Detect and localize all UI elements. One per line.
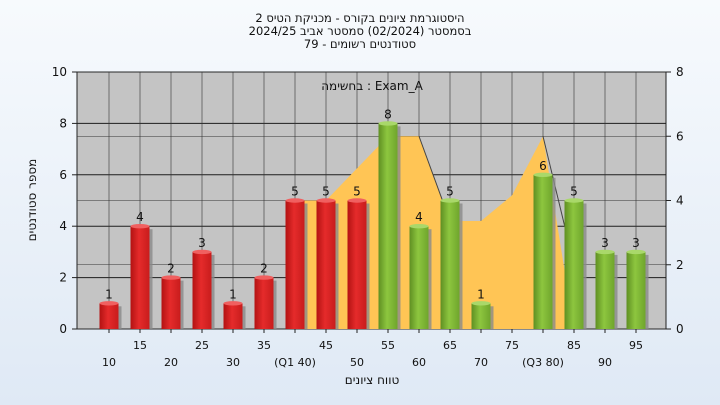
bar-85 <box>564 200 584 329</box>
y2-tick-6: 6 <box>676 129 684 143</box>
bar-65 <box>440 200 460 329</box>
bar-label-35: 2 <box>260 262 268 276</box>
bar-label-95: 3 <box>632 236 640 250</box>
x-tick-40: (Q1 40) <box>274 356 316 369</box>
y-tick-6: 6 <box>59 168 67 182</box>
bar-60 <box>409 226 429 329</box>
y2-tick-8: 8 <box>676 65 684 79</box>
bar-label-65: 5 <box>446 185 454 199</box>
bar-cap-60 <box>409 224 429 229</box>
bar-95 <box>626 251 646 329</box>
bar-cap-65 <box>440 198 460 203</box>
chart-annotation: בחשימה : Exam_A <box>321 79 423 93</box>
bar-label-25: 3 <box>198 236 206 250</box>
bar-cap-35 <box>254 275 274 280</box>
x-tick-75: 75 <box>505 339 519 352</box>
bar-label-40: 5 <box>291 185 299 199</box>
x-tick-35: 35 <box>257 339 271 352</box>
bar-20 <box>161 277 181 329</box>
bar-80 <box>533 174 553 329</box>
bar-label-60: 4 <box>415 210 423 224</box>
bar-cap-85 <box>564 198 584 203</box>
bar-label-20: 2 <box>167 262 175 276</box>
bar-cap-15 <box>130 224 150 229</box>
bar-30 <box>223 303 243 329</box>
y2-tick-2: 2 <box>676 258 684 272</box>
bar-35 <box>254 277 274 329</box>
bar-label-80: 6 <box>539 159 547 173</box>
y-tick-10: 10 <box>52 65 67 79</box>
x-axis-label: טווח ציונים <box>345 373 400 387</box>
bar-cap-30 <box>223 301 243 306</box>
y2-axis-ticks: 0 2 4 6 8 <box>666 65 684 336</box>
bar-label-30: 1 <box>229 287 237 301</box>
bar-labels-layer: 1 4 2 3 1 2 5 5 5 8 4 5 1 6 5 3 3 <box>105 107 640 301</box>
chart-title-line-1: היסטוגרמת ציונים בקורס - מכניקת הטיס 2 <box>255 11 465 25</box>
bar-90 <box>595 251 615 329</box>
bar-cap-50 <box>347 198 367 203</box>
y-tick-8: 8 <box>59 116 67 130</box>
bar-10 <box>99 303 119 329</box>
bar-25 <box>192 251 212 329</box>
bar-label-10: 1 <box>105 287 113 301</box>
bar-cap-95 <box>626 249 646 255</box>
bar-cap-40 <box>285 198 305 203</box>
chart-title-line-2: בסמסטר (02/2024) סמסטר אביב 2024/25 <box>248 24 472 38</box>
x-tick-10: 10 <box>102 356 116 369</box>
bar-label-70: 1 <box>477 287 485 301</box>
x-tick-20: 20 <box>164 356 178 369</box>
y-tick-4: 4 <box>59 219 67 233</box>
bar-15 <box>130 226 150 329</box>
bar-45 <box>316 200 336 329</box>
x-tick-80: (Q3 80) <box>522 356 564 369</box>
bar-70 <box>471 303 491 329</box>
bar-cap-20 <box>161 275 181 280</box>
bar-label-85: 5 <box>570 185 578 199</box>
y-axis-ticks: 0 2 4 6 8 10 <box>52 65 77 336</box>
chart-title-line-3: סטודנטים רשומים - 79 <box>303 37 417 51</box>
bar-cap-55 <box>378 121 398 126</box>
bar-label-15: 4 <box>136 210 144 224</box>
x-axis-ticks: 10 15 20 25 30 35(Q1 40)45 50 55 60 65 70 75(Q3 80)… <box>102 329 643 369</box>
x-tick-30: 30 <box>226 356 240 369</box>
x-tick-60: 60 <box>412 356 426 369</box>
bar-40 <box>285 200 305 329</box>
x-tick-45: 45 <box>319 339 333 352</box>
x-tick-25: 25 <box>195 339 209 352</box>
x-tick-15: 15 <box>133 339 147 352</box>
bar-label-90: 3 <box>601 236 609 250</box>
y-tick-2: 2 <box>59 271 67 285</box>
bar-cap-10 <box>99 301 119 306</box>
y-tick-0: 0 <box>59 322 67 336</box>
bar-label-45: 5 <box>322 185 330 199</box>
y2-tick-4: 4 <box>676 194 684 208</box>
bar-label-50: 5 <box>353 185 361 199</box>
x-tick-65: 65 <box>443 339 457 352</box>
x-tick-95: 95 <box>629 339 643 352</box>
bar-cap-80 <box>533 172 553 177</box>
y2-tick-0: 0 <box>676 322 684 336</box>
bar-cap-45 <box>316 198 336 203</box>
x-tick-90: 90 <box>598 356 612 369</box>
bar-55 <box>378 123 398 330</box>
bar-cap-90 <box>595 249 615 255</box>
bar-50 <box>347 200 367 329</box>
bar-cap-70 <box>471 301 491 306</box>
x-tick-55: 55 <box>381 339 395 352</box>
x-tick-50: 50 <box>350 356 364 369</box>
bar-label-55: 8 <box>384 107 392 121</box>
x-tick-85: 85 <box>567 339 581 352</box>
bars-layer <box>99 121 649 330</box>
y-axis-label: מספר סטודנטים <box>25 159 39 242</box>
bar-cap-25 <box>192 249 212 255</box>
x-tick-70: 70 <box>474 356 488 369</box>
